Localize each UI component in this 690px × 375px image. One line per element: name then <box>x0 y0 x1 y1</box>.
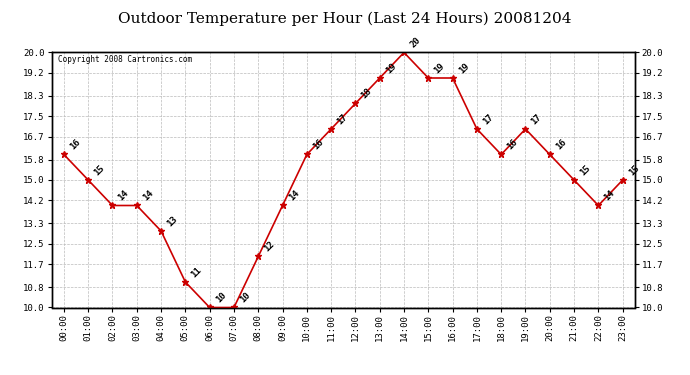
Text: 14: 14 <box>287 189 301 203</box>
Text: 14: 14 <box>602 189 616 203</box>
Text: 15: 15 <box>92 163 106 177</box>
Text: 11: 11 <box>190 265 204 279</box>
Text: 16: 16 <box>505 138 520 152</box>
Text: 19: 19 <box>433 61 446 75</box>
Text: 14: 14 <box>117 189 130 203</box>
Text: 15: 15 <box>578 163 592 177</box>
Text: 16: 16 <box>311 138 325 152</box>
Text: 10: 10 <box>214 291 228 305</box>
Text: 15: 15 <box>627 163 641 177</box>
Text: 10: 10 <box>238 291 252 305</box>
Text: 19: 19 <box>384 61 398 75</box>
Text: 19: 19 <box>457 61 471 75</box>
Text: 18: 18 <box>359 87 373 101</box>
Text: 17: 17 <box>530 112 544 126</box>
Text: 13: 13 <box>165 214 179 228</box>
Text: 16: 16 <box>554 138 568 152</box>
Text: 17: 17 <box>481 112 495 126</box>
Text: 14: 14 <box>141 189 155 203</box>
Text: 12: 12 <box>262 240 277 254</box>
Text: Copyright 2008 Cartronics.com: Copyright 2008 Cartronics.com <box>57 55 192 64</box>
Text: 17: 17 <box>335 112 349 126</box>
Text: 20: 20 <box>408 36 422 50</box>
Text: Outdoor Temperature per Hour (Last 24 Hours) 20081204: Outdoor Temperature per Hour (Last 24 Ho… <box>118 11 572 26</box>
Text: 16: 16 <box>68 138 82 152</box>
